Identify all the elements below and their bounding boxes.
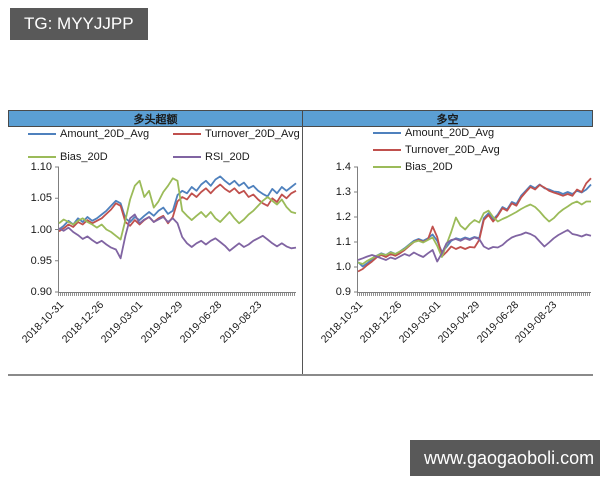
x-tick-label: 2018-12-26 bbox=[59, 299, 106, 346]
series-line-rsi_20d bbox=[58, 213, 297, 260]
site-watermark-badge: www.gaogaoboli.com bbox=[410, 440, 600, 476]
legend-label: Bias_20D bbox=[60, 151, 108, 163]
series-line-bias_20d bbox=[357, 200, 591, 265]
x-tick-label: 2018-10-31 bbox=[20, 299, 67, 346]
y-tick-label: 1.0 bbox=[335, 261, 351, 273]
legend-label: Amount_20D_Avg bbox=[60, 128, 150, 140]
y-tick-label: 1.00 bbox=[30, 223, 52, 236]
plot-area-0 bbox=[55, 166, 297, 293]
legend-item-amount_20d_avg: Amount_20D_Avg bbox=[373, 127, 494, 139]
series-line-bias_20d bbox=[58, 177, 297, 241]
legend-line-swatch bbox=[373, 132, 401, 134]
site-watermark-text: www.gaogaoboli.com bbox=[424, 447, 595, 468]
series-line-amount_20d_avg bbox=[58, 175, 297, 231]
legend-label: Bias_20D bbox=[405, 161, 453, 173]
x-axis-minor-ticks bbox=[58, 293, 295, 296]
series-line-turnover_20d_avg bbox=[357, 177, 592, 273]
legend-item-bias_20d: Bias_20D bbox=[373, 161, 453, 173]
series-svg-1 bbox=[354, 166, 592, 293]
tg-watermark-text: TG: MYYJJPP bbox=[24, 14, 134, 33]
legend-item-turnover_20d_avg: Turnover_20D_Avg bbox=[173, 128, 300, 140]
y-tick-label: 1.05 bbox=[30, 192, 52, 205]
panel-header-long-short: 多空 bbox=[302, 110, 593, 127]
panel-divider bbox=[302, 127, 303, 375]
y-tick-label: 1.10 bbox=[30, 161, 52, 173]
legend-line-swatch bbox=[173, 133, 201, 135]
panel-title-long-short: 多空 bbox=[436, 113, 459, 126]
legend-line-swatch bbox=[173, 156, 201, 158]
series-svg-0 bbox=[55, 166, 297, 293]
legend-line-swatch bbox=[373, 149, 401, 151]
y-tick-label: 1.3 bbox=[335, 186, 351, 198]
tg-watermark-badge: TG: MYYJJPP bbox=[10, 8, 148, 40]
legend-line-swatch bbox=[28, 133, 56, 135]
legend-label: Turnover_20D_Avg bbox=[205, 128, 300, 140]
panel-title-long-excess: 多头超额 bbox=[133, 113, 178, 126]
x-tick-label: 2019-04-29 bbox=[138, 299, 185, 346]
series-line-rsi_20d bbox=[357, 229, 592, 263]
y-tick-label: 1.2 bbox=[335, 211, 351, 223]
legend-label: Turnover_20D_Avg bbox=[405, 144, 500, 156]
legend-item-amount_20d_avg: Amount_20D_Avg bbox=[28, 128, 149, 140]
legend-label: Amount_20D_Avg bbox=[405, 127, 495, 139]
series-line-turnover_20d_avg bbox=[58, 183, 297, 233]
legend-label: RSI_20D bbox=[205, 151, 250, 163]
plot-area-1 bbox=[354, 166, 592, 293]
legend-line-swatch bbox=[373, 166, 401, 168]
y-tick-label: 1.4 bbox=[335, 161, 351, 173]
legend-item-rsi_20d: RSI_20D bbox=[173, 151, 250, 163]
x-tick-label: 2019-08-23 bbox=[217, 299, 264, 346]
legend-item-bias_20d: Bias_20D bbox=[28, 151, 108, 163]
panel-header-long-excess: 多头超额 bbox=[8, 110, 303, 127]
table-bottom-border bbox=[8, 374, 593, 376]
y-tick-label: 0.95 bbox=[30, 254, 52, 267]
y-tick-label: 0.9 bbox=[335, 286, 351, 298]
x-axis-minor-ticks bbox=[357, 293, 590, 296]
legend-item-turnover_20d_avg: Turnover_20D_Avg bbox=[373, 144, 500, 156]
legend-line-swatch bbox=[28, 156, 56, 158]
y-tick-label: 1.1 bbox=[335, 236, 351, 248]
y-tick-label: 0.90 bbox=[30, 286, 52, 298]
